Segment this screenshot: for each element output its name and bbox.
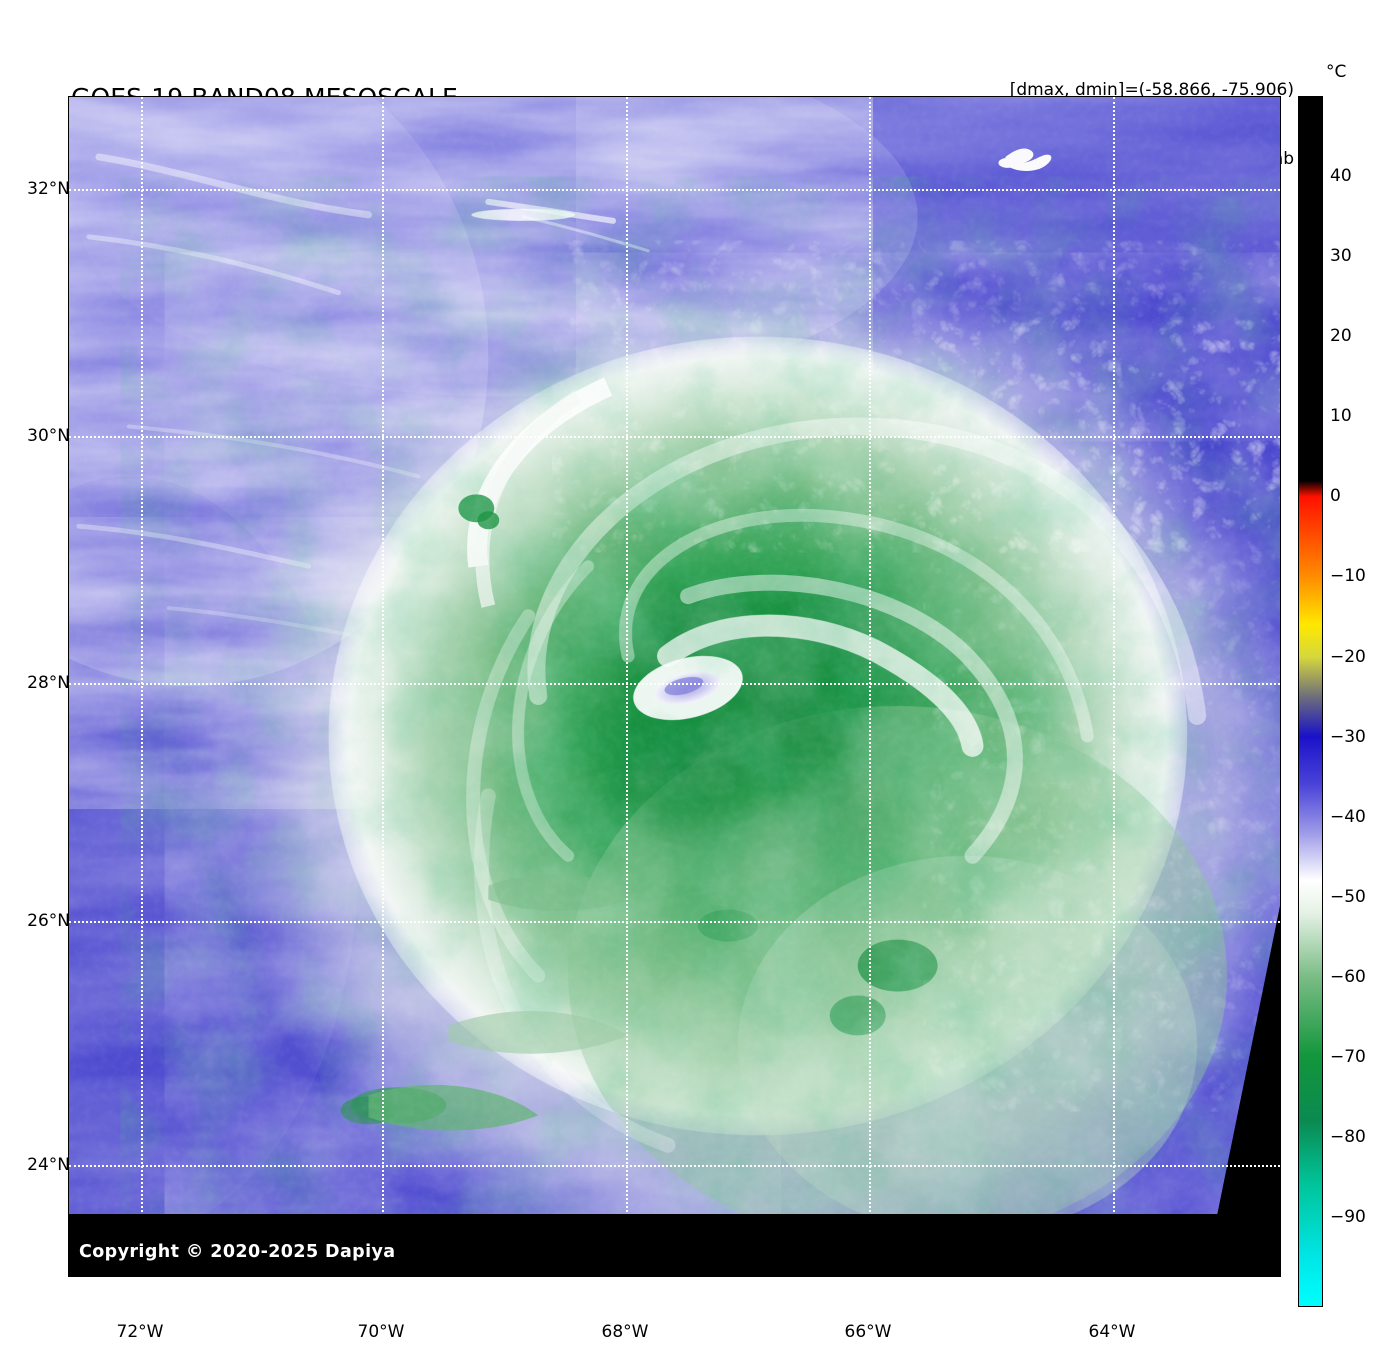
colorbar-tick-20: 20 [1330, 326, 1352, 347]
colorbar-tick-neg90: −90 [1330, 1206, 1366, 1227]
data-minmax-label: [dmax, dmin]=(-58.866, -75.906) [1009, 80, 1294, 100]
colorbar-tick-neg10: −10 [1330, 566, 1366, 587]
lat-tick-32n: 32°N [27, 179, 70, 199]
lon-tick-68w: 68°W [601, 1322, 649, 1342]
colorbar-tick-neg40: −40 [1330, 806, 1366, 827]
colorbar-tick-neg30: −30 [1330, 726, 1366, 747]
footer-black-band [69, 1214, 1280, 1276]
colorbar-tick-0: 0 [1330, 486, 1341, 507]
colorbar-tick-neg20: −20 [1330, 646, 1366, 667]
lat-tick-26n: 26°N [27, 911, 70, 931]
colorbar-tick-10: 10 [1330, 406, 1352, 427]
lon-tick-66w: 66°W [844, 1322, 892, 1342]
lat-tick-30n: 30°N [27, 426, 70, 446]
colorbar-tick-neg60: −60 [1330, 966, 1366, 987]
colorbar[interactable] [1298, 96, 1323, 1307]
colorbar-tick-neg50: −50 [1330, 886, 1366, 907]
copyright-label: Copyright © 2020-2025 Dapiya [79, 1242, 396, 1262]
lon-tick-72w: 72°W [116, 1322, 164, 1342]
satellite-imagery-raster [69, 97, 1280, 1276]
lat-tick-28n: 28°N [27, 673, 70, 693]
lon-tick-70w: 70°W [357, 1322, 405, 1342]
colorbar-tick-30: 30 [1330, 246, 1352, 267]
lon-tick-64w: 64°W [1088, 1322, 1136, 1342]
colorbar-unit-label: °C [1326, 62, 1347, 82]
colorbar-tick-neg70: −70 [1330, 1046, 1366, 1067]
satellite-plot-area[interactable]: Copyright © 2020-2025 Dapiya [68, 96, 1281, 1277]
colorbar-tick-40: 40 [1330, 166, 1352, 187]
colorbar-gradient [1299, 97, 1322, 1306]
lat-tick-24n: 24°N [27, 1155, 70, 1175]
colorbar-tick-neg80: −80 [1330, 1126, 1366, 1147]
